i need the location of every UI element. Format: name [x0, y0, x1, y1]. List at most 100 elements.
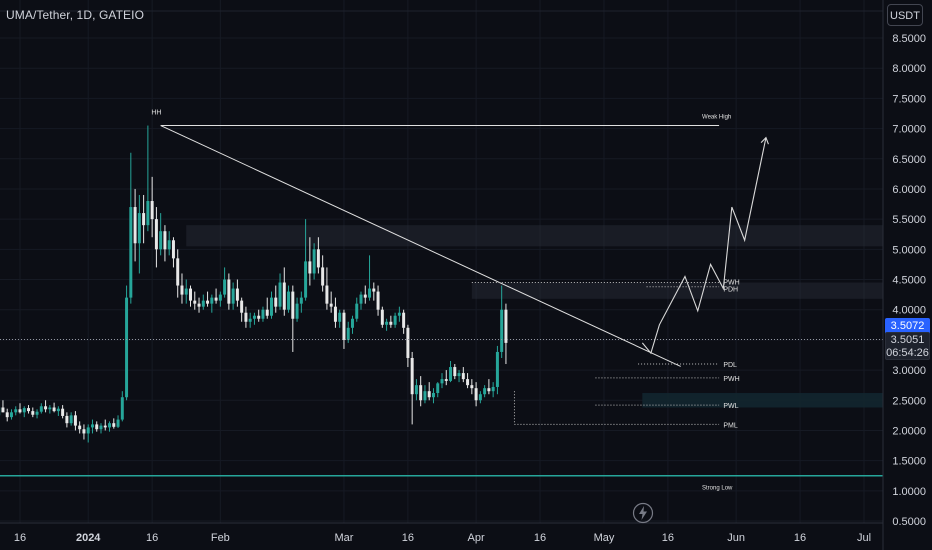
crosshair-price: 3.5051	[890, 334, 925, 346]
candle-body	[346, 327, 350, 340]
candle-body	[163, 231, 167, 250]
time-axis[interactable]: 16 2024 16 Feb Mar 16 Apr 16 May 16 Jun 16 Jul	[14, 532, 871, 544]
candle-body	[304, 261, 308, 298]
level-label-hh: HH	[151, 110, 161, 117]
time-axis-label: 16	[146, 532, 158, 544]
candle-body	[368, 288, 372, 298]
candle-body	[90, 424, 94, 428]
candle-body	[14, 409, 18, 413]
level-label-pdh: PDH	[723, 287, 738, 294]
price-axis-label: 2.0000	[892, 425, 926, 437]
candle-body	[116, 419, 120, 427]
candle-body	[359, 294, 363, 304]
crosshair-price-tag: 3.5051 06:54:26	[885, 332, 930, 360]
candle-body	[82, 429, 86, 434]
candle-body	[291, 291, 295, 319]
candle-body	[449, 367, 453, 381]
candle-body	[363, 294, 367, 298]
price-axis[interactable]: 8.5000 8.0000 7.5000 7.0000 6.5000 6.0000 5.50…	[892, 33, 926, 528]
level-label-strong-low: Strong Low	[702, 486, 733, 492]
projection-path	[641, 137, 767, 355]
price-zone	[186, 225, 883, 247]
candle-body	[120, 397, 124, 420]
candle-body	[244, 312, 248, 322]
currency-button[interactable]: USDT	[887, 4, 923, 26]
candle-body	[154, 219, 158, 250]
candle-body	[142, 213, 146, 226]
candle-body	[189, 288, 192, 301]
candle-body	[210, 297, 214, 304]
candle-body	[197, 303, 201, 307]
price-axis-label: 1.0000	[892, 486, 926, 498]
candle-body	[214, 297, 218, 301]
price-axis-label: 6.0000	[892, 184, 926, 196]
price-axis-label: 0.5000	[892, 516, 926, 528]
price-axis-label: 5.0000	[892, 244, 926, 256]
candle-body	[312, 249, 316, 274]
candle-body	[146, 201, 150, 226]
candle-body	[453, 367, 457, 377]
candle-body	[61, 408, 65, 416]
candle-body	[218, 294, 222, 301]
candle-body	[48, 407, 52, 410]
candle-body	[431, 393, 435, 398]
time-axis-label: Jun	[727, 532, 745, 544]
candle-body	[35, 411, 39, 415]
candle-body	[69, 415, 73, 424]
candle-body	[389, 321, 393, 325]
candle-body	[171, 240, 175, 259]
candle-body	[419, 385, 423, 401]
candle-body	[500, 309, 504, 352]
candle-body	[380, 309, 384, 325]
candle-body	[193, 300, 197, 304]
candle-body	[206, 300, 210, 304]
candle-body	[86, 427, 90, 434]
candle-body	[95, 424, 99, 430]
price-axis-label: 1.5000	[892, 456, 926, 468]
candle-body	[167, 240, 171, 250]
candle-body	[129, 207, 133, 298]
time-axis-label: Mar	[334, 532, 353, 544]
candle-body	[321, 267, 325, 286]
candle-body	[27, 408, 31, 412]
candle-body	[287, 291, 291, 310]
candle-body	[478, 394, 482, 401]
level-label-pdl: PDL	[723, 362, 737, 369]
candle-body	[22, 408, 26, 413]
candle-body	[252, 315, 256, 319]
candle-body	[410, 357, 414, 395]
time-axis-label: 16	[14, 532, 26, 544]
candle-body	[333, 306, 337, 322]
level-label-pwl: PWL	[723, 403, 738, 410]
grid-lines	[0, 0, 883, 523]
candle-body	[270, 297, 273, 316]
candle-body	[227, 279, 231, 304]
projection-arrowhead	[760, 136, 769, 145]
candle-body	[457, 373, 461, 377]
candle-body	[491, 386, 495, 392]
candle-body	[487, 388, 491, 392]
candle-body	[78, 425, 82, 430]
candle-body	[470, 385, 474, 389]
candle-body	[65, 415, 69, 424]
price-axis-label: 2.5000	[892, 395, 926, 407]
candle-body	[248, 318, 252, 322]
candle-body	[444, 379, 448, 381]
candle-body	[9, 412, 13, 418]
candle-body	[342, 312, 346, 340]
candle-body	[44, 406, 48, 410]
candle-body	[223, 279, 227, 295]
price-axis-label: 3.0000	[892, 365, 926, 377]
candle-body	[338, 312, 342, 322]
time-axis-label: 16	[534, 532, 546, 544]
candle-body	[240, 300, 244, 313]
candle-body	[73, 415, 77, 426]
candle-body	[184, 288, 188, 295]
candle-body	[18, 409, 22, 413]
candle-body	[350, 318, 354, 328]
candle-body	[231, 288, 235, 304]
candle-body	[39, 406, 43, 412]
lightning-bolt-icon[interactable]	[632, 502, 654, 524]
